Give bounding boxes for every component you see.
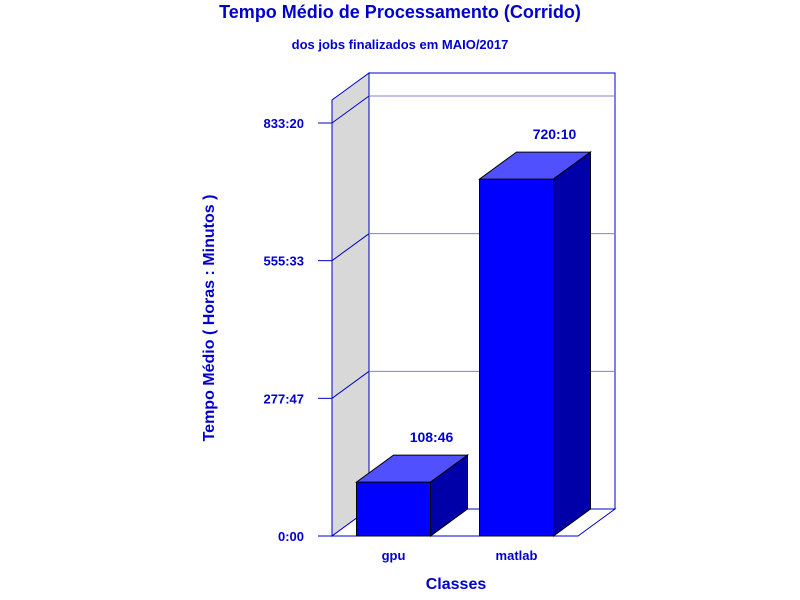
grid-line-wall [331,233,370,262]
bars [354,151,593,537]
chart-subtitle: dos jobs finalizados em MAIO/2017 [291,37,509,52]
data-label: 108:46 [410,429,454,445]
grid-line-wall [331,370,370,399]
x-axis-label: Classes [426,576,487,593]
data-label: 720:10 [533,126,577,142]
y-tick-label: 555:33 [264,254,304,269]
y-tick-label: 0:00 [278,529,304,544]
grid-line-wall [331,95,370,124]
x-tick-label: gpu [382,548,406,563]
chart-title: Tempo Médio de Processamento (Corrido) [219,2,581,22]
bar-gpu [356,481,431,537]
y-tick-label: 833:20 [264,116,304,131]
x-tick-label: matlab [496,548,538,563]
y-axis-label: Tempo Médio ( Horas : Minutos ) [201,195,218,442]
bar-side-gpu [430,454,468,537]
y-axis: 0:00 277:47 555:33 833:20 [264,100,578,544]
bar-side-matlab [553,151,591,537]
labels: 108:46 gpu 720:10 matlab [382,126,577,563]
bar-matlab [479,178,554,537]
y-tick-label: 277:47 [264,391,304,406]
left-wall [331,72,370,537]
